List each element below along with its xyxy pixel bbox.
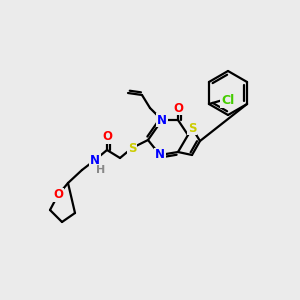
Text: S: S xyxy=(128,142,136,154)
Text: N: N xyxy=(155,148,165,161)
Text: O: O xyxy=(53,188,63,202)
Text: Cl: Cl xyxy=(221,94,235,106)
Text: S: S xyxy=(188,122,196,134)
Text: O: O xyxy=(173,101,183,115)
Text: N: N xyxy=(157,113,167,127)
Text: O: O xyxy=(102,130,112,143)
Text: H: H xyxy=(96,165,106,175)
Text: N: N xyxy=(90,154,100,166)
